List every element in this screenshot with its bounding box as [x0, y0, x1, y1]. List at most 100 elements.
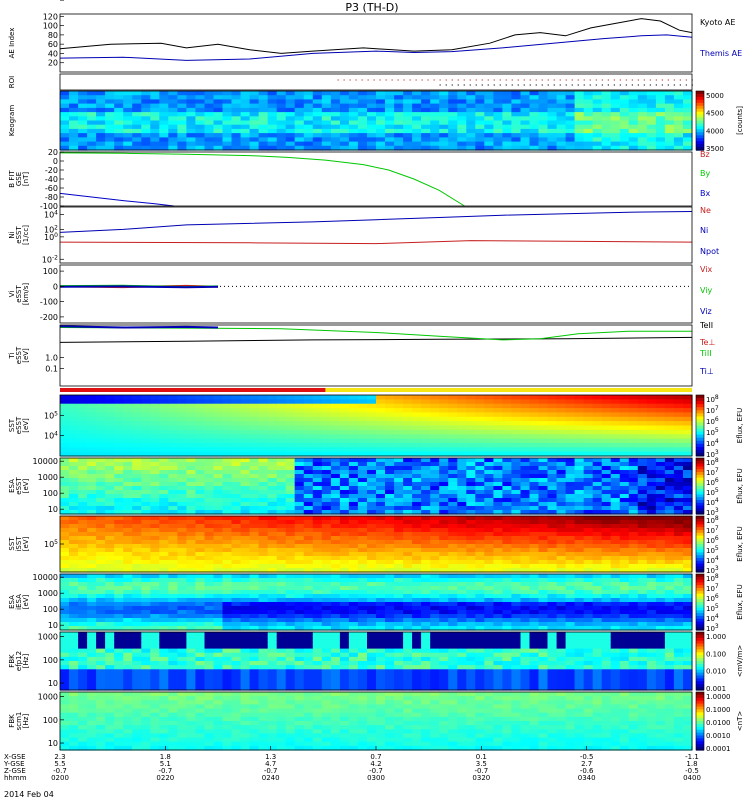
- heatmap-cell: [123, 532, 133, 537]
- heatmap-cell: [159, 510, 169, 515]
- heatmap-cell: [673, 502, 684, 507]
- heatmap-cell: [249, 490, 260, 495]
- heatmap-cell: [231, 141, 242, 147]
- heatmap-cell: [141, 582, 151, 587]
- heatmap-cell: [394, 466, 404, 471]
- heatmap-cell: [267, 582, 278, 587]
- heatmap-cell: [60, 560, 70, 565]
- heatmap-cell: [673, 116, 684, 122]
- heatmap-cell: [502, 399, 512, 405]
- heatmap-cell: [303, 486, 314, 491]
- heatmap-cell: [394, 626, 404, 631]
- roi-dot: [469, 79, 471, 81]
- heatmap-cell: [357, 470, 368, 475]
- heatmap-cell: [339, 552, 350, 557]
- heatmap-cell: [673, 447, 684, 453]
- heatmap-cell: [267, 124, 278, 130]
- heatmap-cell: [637, 438, 648, 444]
- heatmap-cell: [276, 403, 287, 409]
- heatmap-cell: [385, 568, 395, 573]
- heatmap-cell: [168, 416, 178, 422]
- heatmap-cell: [330, 116, 341, 122]
- heatmap-cell: [655, 145, 666, 151]
- heatmap-cell: [150, 120, 160, 126]
- heatmap-cell: [321, 442, 332, 448]
- heatmap-cell: [114, 544, 124, 549]
- heatmap-cell: [60, 438, 70, 444]
- heatmap-cell: [610, 434, 621, 440]
- heatmap-cell: [394, 494, 404, 499]
- heatmap-cell: [520, 548, 531, 553]
- heatmap-cell: [502, 516, 512, 521]
- heatmap-cell: [637, 544, 648, 549]
- heatmap-cell: [123, 610, 133, 615]
- heatmap-cell: [357, 99, 368, 105]
- heatmap-cell: [673, 124, 684, 130]
- heatmap-cell: [258, 133, 269, 138]
- heatmap-cell: [123, 486, 133, 491]
- heatmap-cell: [547, 95, 558, 100]
- heatmap-cell: [96, 95, 106, 100]
- heatmap-cell: [376, 133, 386, 138]
- heatmap-cell: [556, 568, 567, 573]
- heatmap-cell: [357, 602, 368, 607]
- heatmap-cell: [637, 137, 648, 143]
- heatmap-cell: [312, 586, 323, 591]
- heatmap-cell: [276, 95, 287, 100]
- heatmap-cell: [412, 594, 422, 599]
- heatmap-cell: [303, 528, 314, 533]
- heatmap-cell: [69, 606, 79, 611]
- heatmap-cell: [168, 494, 178, 499]
- heatmap-cell: [258, 408, 269, 414]
- heatmap-cell: [394, 528, 404, 533]
- heatmap-cell: [330, 578, 341, 583]
- heatmap-cell: [683, 145, 693, 151]
- heatmap-cell: [222, 470, 233, 475]
- heatmap-cell: [231, 602, 242, 607]
- heatmap-cell: [583, 447, 594, 453]
- heatmap-cell: [321, 586, 332, 591]
- heatmap-cell: [258, 95, 269, 100]
- heatmap-cell: [538, 478, 549, 483]
- heatmap-cell: [357, 486, 368, 491]
- heatmap-cell: [258, 451, 269, 457]
- heatmap-cell: [105, 578, 115, 583]
- heatmap-cell: [484, 466, 494, 471]
- heatmap-cell: [231, 606, 242, 611]
- heatmap-cell: [430, 502, 440, 507]
- heatmap-cell: [105, 586, 115, 591]
- heatmap-cell: [186, 458, 196, 463]
- heatmap-cell: [421, 116, 431, 122]
- heatmap-cell: [421, 556, 431, 561]
- heatmap-cell: [339, 458, 350, 463]
- heatmap-cell: [412, 564, 422, 569]
- colorbar-cell: [696, 413, 704, 417]
- heatmap-cell: [159, 408, 169, 414]
- heatmap-cell: [484, 520, 494, 525]
- heatmap-cell: [249, 438, 260, 444]
- heatmap-cell: [592, 395, 603, 400]
- heatmap-cell: [394, 606, 404, 611]
- heatmap-cell: [312, 425, 323, 431]
- heatmap-cell: [673, 395, 684, 400]
- heatmap-cell: [132, 578, 142, 583]
- heatmap-cell: [610, 141, 621, 147]
- heatmap-cell: [258, 594, 269, 599]
- heatmap-cell: [213, 124, 224, 130]
- heatmap-cell: [105, 451, 115, 457]
- heatmap-cell: [357, 506, 368, 511]
- heatmap-cell: [619, 506, 630, 511]
- heatmap-cell: [619, 552, 630, 557]
- heatmap-cell: [87, 120, 97, 126]
- heatmap-cell: [637, 462, 648, 467]
- legend-label: Bz: [700, 150, 710, 159]
- heatmap-cell: [141, 478, 151, 483]
- heatmap-cell: [213, 578, 224, 583]
- heatmap-cell: [610, 120, 621, 126]
- heatmap-cell: [339, 622, 350, 627]
- heatmap-cell: [123, 116, 133, 122]
- heatmap-cell: [457, 421, 467, 427]
- heatmap-cell: [69, 590, 79, 595]
- heatmap-cell: [673, 470, 684, 475]
